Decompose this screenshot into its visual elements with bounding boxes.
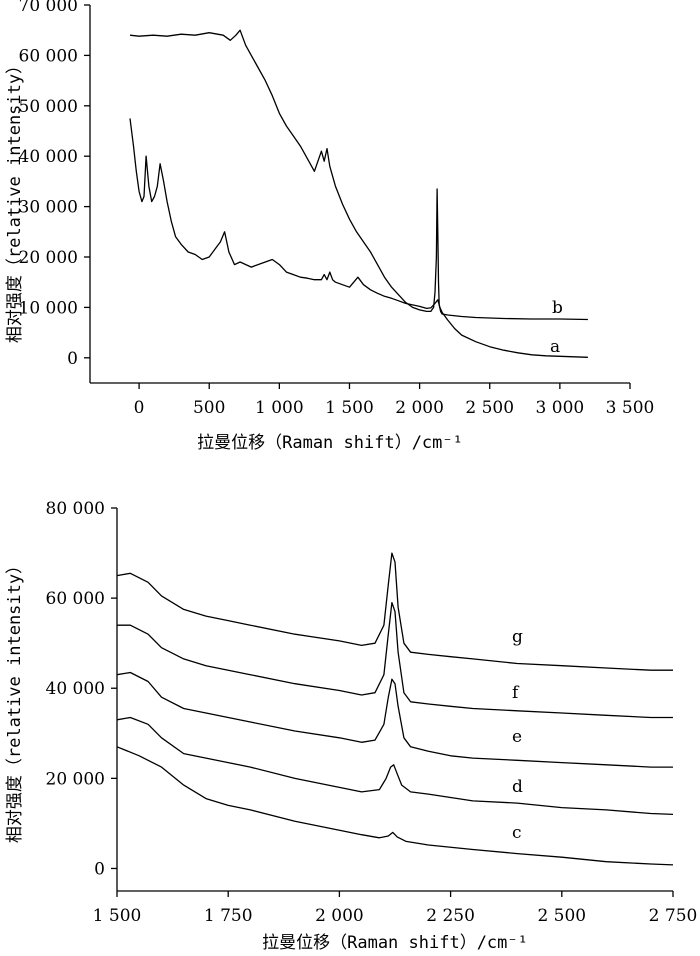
- x-tick-label: 2 250: [426, 906, 475, 926]
- y-axis-label-top: 相对强度（relative intensity）: [5, 57, 25, 343]
- y-tick-label: 70 000: [19, 0, 78, 16]
- x-tick-label: 500: [193, 398, 225, 418]
- y-tick-label: 30 000: [19, 198, 78, 218]
- x-tick-label: 2 000: [395, 398, 444, 418]
- y-tick-label: 20 000: [46, 769, 105, 789]
- x-tick-label: 3 000: [536, 398, 585, 418]
- x-tick-label: 0: [134, 398, 145, 418]
- x-tick-label: 3 500: [606, 398, 655, 418]
- series-line-f: [117, 601, 673, 719]
- series-line-e: [116, 671, 673, 768]
- x-axis-label-bottom: 拉曼位移（Raman shift）/cm⁻¹: [262, 933, 528, 953]
- x-tick-label: 1 750: [204, 906, 253, 926]
- x-tick-label: 1 500: [325, 398, 374, 418]
- curve-label-b: b: [552, 298, 563, 318]
- x-tick-label: 1 500: [93, 906, 142, 926]
- chart-top: 0 500 1 000 1 500 2 000 2 500 3 000 3 500 0 10 00…: [5, 0, 654, 453]
- x-tick-label: 2 500: [465, 398, 514, 418]
- x-axis-label-top: 拉曼位移（Raman shift）/cm⁻¹: [197, 433, 463, 453]
- curve-label-e: e: [512, 727, 522, 747]
- y-tick-label: 60 000: [46, 589, 105, 609]
- curve-label-d: d: [512, 777, 523, 797]
- x-tick-label: 2 500: [537, 906, 586, 926]
- y-axis-label-bottom: 相对强度（relative intensity）: [5, 557, 25, 843]
- curve-label-c: c: [512, 823, 522, 843]
- series-line-g: [116, 552, 673, 671]
- y-tick-label: 40 000: [19, 147, 78, 167]
- y-tick-label: 60 000: [19, 46, 78, 66]
- x-tick-label: 2 000: [315, 906, 364, 926]
- y-tick-label: 80 000: [46, 499, 105, 519]
- curve-label-f: f: [512, 683, 520, 703]
- curve-label-g: g: [512, 627, 523, 647]
- y-tick-label: 0: [94, 859, 105, 879]
- curve-label-a: a: [550, 337, 560, 357]
- chart-bottom: 1 500 1 750 2 000 2 250 2 500 2 750 0 20 000 40 …: [5, 499, 697, 953]
- y-tick-label: 40 000: [46, 679, 105, 699]
- y-tick-label: 20 000: [19, 248, 78, 268]
- y-tick-label: 50 000: [19, 97, 78, 117]
- x-tick-label: 1 000: [255, 398, 304, 418]
- x-tick-label: 2 750: [649, 906, 698, 926]
- series-line-a: [129, 118, 588, 358]
- series-line-c: [116, 746, 674, 866]
- y-tick-label: 0: [67, 349, 78, 369]
- series-line-d: [116, 716, 674, 816]
- series-line-b: [129, 29, 588, 321]
- y-tick-label: 10 000: [19, 298, 78, 318]
